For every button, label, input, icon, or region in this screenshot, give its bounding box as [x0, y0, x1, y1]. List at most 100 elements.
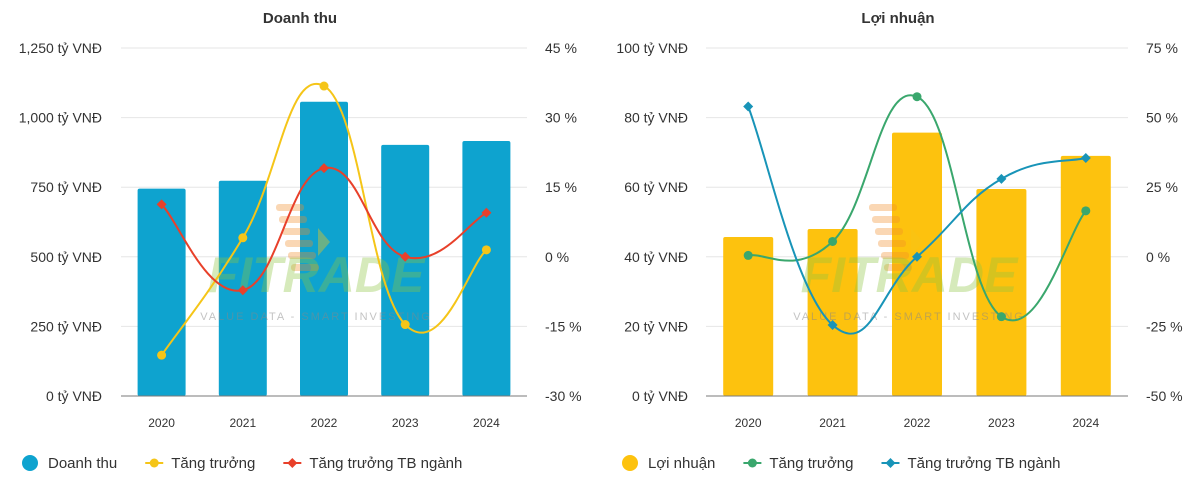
category-label: 2023 [988, 416, 1015, 430]
watermark-brand: FITRADE [801, 247, 1019, 303]
left-tick-label: 500 tỷ VNĐ [30, 249, 102, 265]
watermark-logo: FITRADE VALUE DATA - SMART INVESTING [793, 204, 1025, 323]
bar[interactable] [137, 188, 186, 396]
legend-label: Tăng trưởng TB ngành [309, 455, 462, 472]
left-tick-label: 20 tỷ VNĐ [624, 318, 688, 334]
category-label: 2022 [311, 416, 338, 430]
left-tick-label: 100 tỷ VNĐ [616, 40, 688, 56]
series-point[interactable] [319, 81, 329, 91]
watermark-brand: FITRADE [208, 247, 426, 303]
watermark-tagline: VALUE DATA - SMART INVESTING [200, 311, 432, 323]
right-tick-label: -50 % [1146, 388, 1183, 404]
series-line [747, 106, 1087, 335]
right-tick-label: 25 % [1146, 179, 1178, 195]
legend-marker[interactable] [747, 458, 757, 468]
category-label: 2022 [904, 416, 931, 430]
bar[interactable] [462, 140, 511, 396]
right-tick-label: 0 % [1146, 249, 1170, 265]
bar[interactable] [892, 132, 942, 396]
left-tick-label: 0 tỷ VNĐ [46, 388, 102, 404]
series-point[interactable] [400, 320, 410, 330]
watermark-stripe [276, 204, 304, 211]
right-tick-label: 75 % [1146, 40, 1178, 56]
category-label: 2020 [735, 416, 762, 430]
chart-title: Doanh thu [263, 10, 337, 27]
legend-item[interactable]: Tăng trưởng TB ngành [881, 455, 1061, 472]
legend-item[interactable]: Tăng trưởng [145, 455, 255, 472]
legend-item[interactable]: Tăng trưởng [743, 455, 853, 472]
revenue-chart: Doanh thu 0 tỷ VNĐ 250 tỷ VNĐ 500 tỷ VNĐ 750… [19, 10, 582, 472]
watermark-stripe [291, 264, 319, 271]
watermark-stripe [872, 216, 900, 223]
series-point[interactable] [400, 251, 411, 262]
category-label: 2021 [229, 416, 256, 430]
bar[interactable] [1060, 155, 1111, 396]
bar[interactable] [976, 188, 1027, 396]
legend-label: Lợi nhuận [648, 455, 715, 472]
watermark-stripe [878, 240, 906, 247]
series-line [160, 82, 488, 356]
left-tick-label: 80 tỷ VNĐ [624, 110, 688, 126]
watermark-stripe [881, 252, 909, 259]
category-label: 2020 [148, 416, 175, 430]
watermark-stripe [875, 228, 903, 235]
watermark-stripe [869, 204, 897, 211]
series-point[interactable] [912, 92, 922, 102]
watermark-stripe [279, 216, 307, 223]
left-tick-label: 60 tỷ VNĐ [624, 179, 688, 195]
series-line [748, 94, 1087, 322]
legend-swatch [622, 455, 638, 471]
bar[interactable] [381, 144, 430, 396]
category-label: 2023 [392, 416, 419, 430]
series-point[interactable] [156, 199, 167, 210]
category-label: 2024 [473, 416, 500, 430]
series-point[interactable] [996, 312, 1006, 322]
category-label: 2021 [819, 416, 846, 430]
series-point[interactable] [743, 101, 754, 112]
legend-marker[interactable] [149, 458, 159, 468]
legend-marker[interactable] [287, 458, 298, 468]
left-tick-label: 1,250 tỷ VNĐ [19, 40, 102, 56]
right-tick-label: -15 % [545, 318, 582, 334]
legend-item[interactable]: Tăng trưởng TB ngành [283, 455, 462, 472]
watermark-stripe [285, 240, 313, 247]
series-point[interactable] [996, 173, 1007, 184]
series-point[interactable] [828, 236, 838, 246]
right-tick-label: 15 % [545, 179, 577, 195]
right-tick-label: -30 % [545, 388, 582, 404]
left-tick-label: 0 tỷ VNĐ [632, 388, 688, 404]
series-point[interactable] [1080, 152, 1091, 163]
legend-label: Tăng trưởng TB ngành [907, 455, 1060, 472]
legend-item[interactable]: Doanh thu [22, 455, 117, 472]
watermark-arrow [318, 228, 330, 256]
legend-marker[interactable] [885, 458, 896, 468]
left-tick-label: 250 tỷ VNĐ [30, 318, 102, 334]
legend-label: Tăng trưởng [171, 455, 255, 472]
watermark-arrow [911, 228, 923, 256]
profit-chart: Lợi nhuận 0 tỷ VNĐ 20 tỷ VNĐ 40 tỷ VNĐ 60 tỷ… [616, 10, 1182, 472]
legend-swatch [22, 455, 38, 471]
series-point[interactable] [237, 285, 248, 296]
left-tick-label: 40 tỷ VNĐ [624, 249, 688, 265]
series-point[interactable] [238, 233, 248, 243]
series-point[interactable] [1081, 206, 1091, 216]
legend-label: Doanh thu [48, 455, 117, 472]
right-tick-label: 30 % [545, 110, 577, 126]
series-point[interactable] [481, 207, 492, 218]
series-point[interactable] [912, 251, 922, 262]
legend-item[interactable]: Lợi nhuận [622, 455, 715, 472]
bar[interactable] [807, 228, 858, 396]
category-label: 2024 [1072, 416, 1099, 430]
series-point[interactable] [319, 163, 329, 174]
right-tick-label: 45 % [545, 40, 577, 56]
series-point[interactable] [743, 250, 753, 260]
watermark-stripe [288, 252, 316, 259]
watermark-tagline: VALUE DATA - SMART INVESTING [793, 311, 1025, 323]
series-point[interactable] [827, 320, 838, 331]
bar[interactable] [723, 236, 774, 396]
right-tick-label: 50 % [1146, 110, 1178, 126]
series-point[interactable] [157, 350, 167, 360]
series-point[interactable] [481, 245, 491, 255]
left-tick-label: 750 tỷ VNĐ [30, 179, 102, 195]
